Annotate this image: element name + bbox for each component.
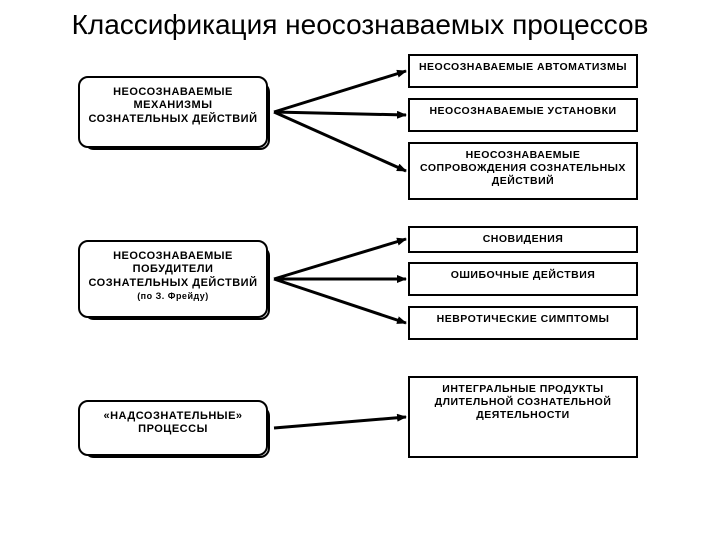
right-node-sopr: НЕОСОЗНАВАЕМЫЕ СОПРОВОЖДЕНИЯ СОЗНАТЕЛЬНЫ… (408, 142, 638, 200)
left-node-label: НЕОСОЗНАВАЕМЫЕ МЕХАНИЗМЫ СОЗНАТЕЛЬНЫХ ДЕ… (86, 86, 260, 127)
arrow-mech-auto (274, 71, 406, 112)
right-node-label: НЕВРОТИЧЕСКИЕ СИМПТОМЫ (414, 313, 632, 326)
arrow-nads-integ (274, 417, 406, 428)
left-node-label: НЕОСОЗНАВАЕМЫЕ ПОБУДИТЕЛИ СОЗНАТЕЛЬНЫХ Д… (86, 250, 260, 291)
arrow-pobud-snov (274, 239, 406, 279)
right-node-integ: ИНТЕГРАЛЬНЫЕ ПРОДУКТЫ ДЛИТЕЛЬНОЙ СОЗНАТЕ… (408, 376, 638, 458)
right-node-ust: НЕОСОЗНАВАЕМЫЕ УСТАНОВКИ (408, 98, 638, 132)
left-node-pobud: НЕОСОЗНАВАЕМЫЕ ПОБУДИТЕЛИ СОЗНАТЕЛЬНЫХ Д… (78, 240, 268, 318)
right-node-snov: СНОВИДЕНИЯ (408, 226, 638, 253)
right-node-oshib: ОШИБОЧНЫЕ ДЕЙСТВИЯ (408, 262, 638, 296)
left-node-nads: «НАДСОЗНАТЕЛЬНЫЕ» ПРОЦЕССЫ (78, 400, 268, 456)
arrow-pobud-nevr (274, 279, 406, 323)
left-node-mech: НЕОСОЗНАВАЕМЫЕ МЕХАНИЗМЫ СОЗНАТЕЛЬНЫХ ДЕ… (78, 76, 268, 148)
right-node-nevr: НЕВРОТИЧЕСКИЕ СИМПТОМЫ (408, 306, 638, 340)
right-node-label: НЕОСОЗНАВАЕМЫЕ УСТАНОВКИ (414, 105, 632, 118)
arrow-mech-sopr (274, 112, 406, 171)
left-node-label: «НАДСОЗНАТЕЛЬНЫЕ» ПРОЦЕССЫ (86, 410, 260, 438)
diagram-canvas: НЕОСОЗНАВАЕМЫЕ МЕХАНИЗМЫ СОЗНАТЕЛЬНЫХ ДЕ… (0, 48, 720, 508)
right-node-label: НЕОСОЗНАВАЕМЫЕ АВТОМАТИЗМЫ (414, 61, 632, 74)
right-node-label: НЕОСОЗНАВАЕМЫЕ СОПРОВОЖДЕНИЯ СОЗНАТЕЛЬНЫ… (414, 149, 632, 188)
right-node-label: ИНТЕГРАЛЬНЫЕ ПРОДУКТЫ ДЛИТЕЛЬНОЙ СОЗНАТЕ… (414, 383, 632, 422)
arrow-mech-ust (274, 112, 406, 115)
right-node-auto: НЕОСОЗНАВАЕМЫЕ АВТОМАТИЗМЫ (408, 54, 638, 88)
right-node-label: ОШИБОЧНЫЕ ДЕЙСТВИЯ (414, 269, 632, 282)
left-node-sub: (по З. Фрейду) (86, 291, 260, 302)
page-title: Классификация неосознаваемых процессов (0, 0, 720, 42)
right-node-label: СНОВИДЕНИЯ (414, 233, 632, 246)
